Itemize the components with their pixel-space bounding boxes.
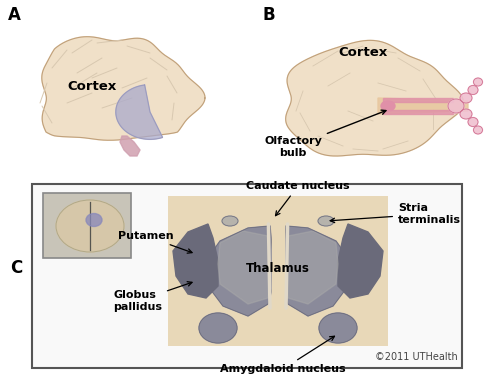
Ellipse shape: [56, 200, 124, 252]
Text: B: B: [262, 6, 274, 24]
Text: Cortex: Cortex: [339, 46, 388, 59]
Text: Cortex: Cortex: [68, 79, 117, 92]
Polygon shape: [120, 136, 140, 156]
Text: Amygdaloid nucleus: Amygdaloid nucleus: [220, 336, 346, 374]
Ellipse shape: [468, 85, 478, 94]
Text: Putamen: Putamen: [118, 231, 192, 253]
Ellipse shape: [222, 216, 238, 226]
FancyBboxPatch shape: [43, 193, 131, 258]
Text: Caudate nucleus: Caudate nucleus: [246, 181, 350, 216]
Polygon shape: [116, 85, 163, 139]
Ellipse shape: [199, 313, 237, 343]
Polygon shape: [283, 226, 350, 316]
Text: Thalamus: Thalamus: [246, 261, 310, 274]
Ellipse shape: [468, 117, 478, 126]
Polygon shape: [286, 40, 464, 156]
Polygon shape: [383, 98, 453, 102]
FancyBboxPatch shape: [32, 184, 462, 368]
Text: A: A: [8, 6, 21, 24]
Text: C: C: [10, 259, 22, 277]
Polygon shape: [272, 221, 284, 311]
Text: ©2011 UTHealth: ©2011 UTHealth: [375, 352, 458, 362]
Ellipse shape: [381, 101, 395, 111]
Text: Stria
terminalis: Stria terminalis: [330, 203, 461, 225]
Polygon shape: [338, 224, 383, 298]
Ellipse shape: [460, 93, 472, 103]
Polygon shape: [173, 224, 218, 298]
Ellipse shape: [318, 216, 334, 226]
Text: Globus
pallidus: Globus pallidus: [113, 282, 192, 312]
Ellipse shape: [473, 126, 483, 134]
Polygon shape: [286, 231, 338, 304]
Polygon shape: [218, 231, 270, 304]
FancyBboxPatch shape: [168, 196, 388, 346]
Ellipse shape: [448, 99, 464, 113]
Ellipse shape: [473, 78, 483, 86]
Ellipse shape: [460, 109, 472, 119]
Ellipse shape: [319, 313, 357, 343]
Polygon shape: [378, 98, 468, 114]
Ellipse shape: [86, 214, 102, 226]
Polygon shape: [206, 226, 273, 316]
Polygon shape: [383, 110, 453, 114]
Polygon shape: [42, 37, 205, 140]
Text: Olfactory
bulb: Olfactory bulb: [264, 110, 386, 158]
